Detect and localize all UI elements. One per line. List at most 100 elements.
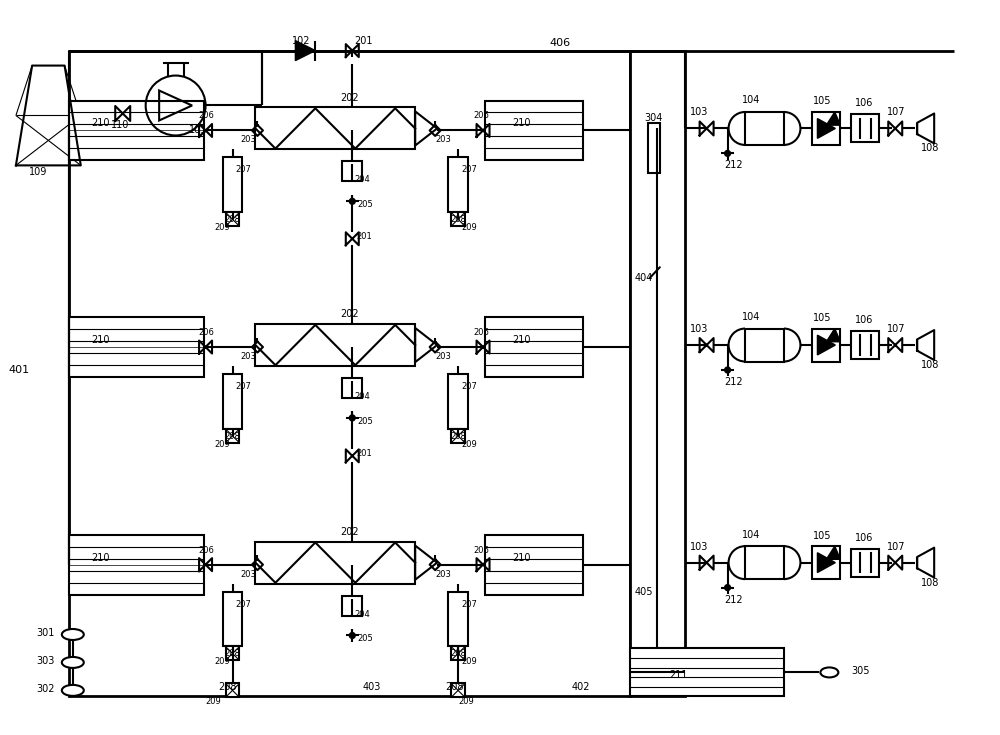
Bar xyxy=(451,429,465,443)
Bar xyxy=(69,101,204,160)
Text: 202: 202 xyxy=(340,93,359,102)
Circle shape xyxy=(725,584,730,590)
Text: 106: 106 xyxy=(855,533,874,542)
Text: 103: 103 xyxy=(690,324,708,334)
Text: 206: 206 xyxy=(199,545,214,555)
Circle shape xyxy=(349,415,355,421)
Text: 301: 301 xyxy=(36,628,54,639)
Text: 205: 205 xyxy=(357,201,373,209)
Text: 103: 103 xyxy=(690,107,708,118)
Text: 207: 207 xyxy=(461,382,477,391)
Polygon shape xyxy=(817,335,835,355)
Text: 203: 203 xyxy=(240,135,256,144)
Text: 205: 205 xyxy=(357,417,373,426)
Circle shape xyxy=(349,633,355,639)
Ellipse shape xyxy=(62,685,84,696)
Text: 210: 210 xyxy=(91,118,109,129)
Text: 207: 207 xyxy=(236,165,251,174)
Ellipse shape xyxy=(62,629,84,640)
Text: 108: 108 xyxy=(921,360,940,370)
Bar xyxy=(451,647,465,661)
Text: 207: 207 xyxy=(236,600,251,609)
Text: 202: 202 xyxy=(340,527,359,537)
Text: 201: 201 xyxy=(354,35,373,46)
Bar xyxy=(630,51,685,696)
Polygon shape xyxy=(826,329,840,342)
Text: 210: 210 xyxy=(512,118,530,129)
Text: 104: 104 xyxy=(742,530,760,539)
Bar xyxy=(448,157,468,212)
Bar xyxy=(226,647,239,661)
Bar xyxy=(223,592,242,647)
Text: 207: 207 xyxy=(461,600,477,609)
Text: 105: 105 xyxy=(813,313,832,323)
Text: 208: 208 xyxy=(450,432,466,441)
Text: 206: 206 xyxy=(199,328,214,337)
Text: 208: 208 xyxy=(225,215,240,224)
Bar xyxy=(745,329,784,362)
Text: 212: 212 xyxy=(725,595,743,605)
Bar xyxy=(226,684,239,698)
Text: 202: 202 xyxy=(340,309,359,319)
Text: 105: 105 xyxy=(813,531,832,541)
Text: 212: 212 xyxy=(725,160,743,171)
Text: 402: 402 xyxy=(572,682,590,692)
Ellipse shape xyxy=(820,667,838,678)
Text: 204: 204 xyxy=(354,392,370,401)
Text: 104: 104 xyxy=(742,312,760,322)
Text: 209: 209 xyxy=(458,698,474,706)
Bar xyxy=(226,212,239,226)
Text: 211: 211 xyxy=(670,670,688,681)
Text: 109: 109 xyxy=(29,168,47,177)
Text: 107: 107 xyxy=(887,324,906,334)
Bar xyxy=(851,548,879,576)
Bar xyxy=(342,162,362,182)
Text: 204: 204 xyxy=(354,609,370,619)
Bar xyxy=(745,112,784,145)
Text: 305: 305 xyxy=(851,667,870,676)
Text: 110: 110 xyxy=(111,121,129,130)
Bar xyxy=(812,112,840,145)
Bar xyxy=(451,684,465,698)
Text: 206: 206 xyxy=(473,112,489,121)
Text: 108: 108 xyxy=(921,143,940,154)
Bar xyxy=(69,317,204,377)
Text: 209: 209 xyxy=(461,223,477,232)
Circle shape xyxy=(349,198,355,204)
Text: 209: 209 xyxy=(206,698,221,706)
Text: 210: 210 xyxy=(91,553,109,562)
Text: 302: 302 xyxy=(36,684,54,695)
Circle shape xyxy=(725,367,730,373)
Text: 209: 209 xyxy=(461,657,477,667)
Text: 104: 104 xyxy=(742,96,760,106)
Bar xyxy=(342,595,362,615)
Text: 212: 212 xyxy=(725,377,743,387)
Bar xyxy=(485,534,583,595)
Bar xyxy=(812,546,840,579)
Text: 210: 210 xyxy=(512,335,530,345)
Bar xyxy=(69,51,630,696)
Bar xyxy=(485,101,583,160)
Polygon shape xyxy=(295,40,315,60)
Text: 210: 210 xyxy=(512,553,530,562)
Text: 206: 206 xyxy=(473,545,489,555)
Text: 209: 209 xyxy=(215,440,230,449)
Text: 208: 208 xyxy=(450,215,466,224)
Text: 103: 103 xyxy=(690,542,708,552)
Text: 209: 209 xyxy=(461,440,477,449)
Text: 208: 208 xyxy=(450,650,466,659)
Bar xyxy=(851,331,879,359)
Text: 303: 303 xyxy=(36,656,54,667)
Bar xyxy=(69,534,204,595)
Text: 101: 101 xyxy=(189,126,207,135)
Circle shape xyxy=(725,151,730,157)
Bar xyxy=(451,212,465,226)
Text: 206: 206 xyxy=(473,328,489,337)
Bar xyxy=(223,157,242,212)
Bar xyxy=(223,374,242,429)
Bar xyxy=(648,123,660,173)
Text: 203: 203 xyxy=(435,135,451,144)
Text: 405: 405 xyxy=(635,587,653,597)
Text: 205: 205 xyxy=(357,634,373,643)
Text: 203: 203 xyxy=(435,570,451,578)
